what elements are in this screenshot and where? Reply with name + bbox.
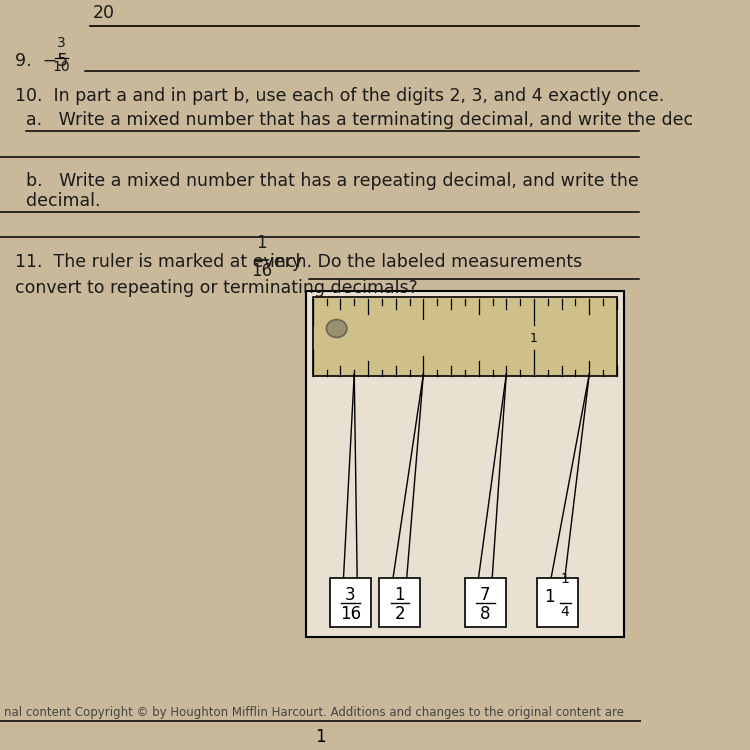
Text: decimal.: decimal. [26, 192, 100, 210]
Bar [313, 297, 617, 376]
Text: 11.  The ruler is marked at every: 11. The ruler is marked at every [16, 254, 302, 272]
Text: 20: 20 [92, 4, 114, 22]
Text: 1: 1 [530, 332, 538, 345]
Text: inch. Do the labeled measurements: inch. Do the labeled measurements [270, 254, 582, 272]
Text: b.   Write a mixed number that has a repeating decimal, and write the: b. Write a mixed number that has a repea… [26, 172, 638, 190]
Text: 16: 16 [251, 262, 272, 280]
Text: a.   Write a mixed number that has a terminating decimal, and write the dec: a. Write a mixed number that has a termi… [26, 111, 693, 129]
Text: 10: 10 [53, 59, 70, 74]
Text: 2: 2 [394, 605, 405, 623]
Text: convert to repeating or terminating decimals?: convert to repeating or terminating deci… [16, 279, 418, 297]
Text: 1: 1 [544, 588, 555, 606]
Text: 1: 1 [256, 234, 267, 252]
Bar [306, 291, 624, 637]
Bar [314, 298, 616, 375]
Text: 9.  −5: 9. −5 [16, 52, 68, 70]
Bar [538, 578, 578, 627]
Ellipse shape [326, 320, 347, 338]
Bar [330, 578, 370, 627]
Bar [380, 578, 421, 627]
Text: 1: 1 [560, 572, 569, 586]
Text: 4: 4 [560, 605, 569, 619]
Text: 10.  In part a and in part b, use each of the digits 2, 3, and 4 exactly once.: 10. In part a and in part b, use each of… [16, 87, 664, 105]
Text: 8: 8 [480, 605, 490, 623]
Text: nal content Copyright © by Houghton Mifflin Harcourt. Additions and changes to t: nal content Copyright © by Houghton Miff… [4, 706, 624, 719]
Text: 3: 3 [345, 586, 355, 604]
Text: 1: 1 [394, 586, 405, 604]
Text: 1: 1 [315, 728, 326, 746]
Text: 3: 3 [57, 36, 66, 50]
Bar [465, 578, 506, 627]
Text: 16: 16 [340, 605, 361, 623]
Text: 7: 7 [480, 586, 490, 604]
